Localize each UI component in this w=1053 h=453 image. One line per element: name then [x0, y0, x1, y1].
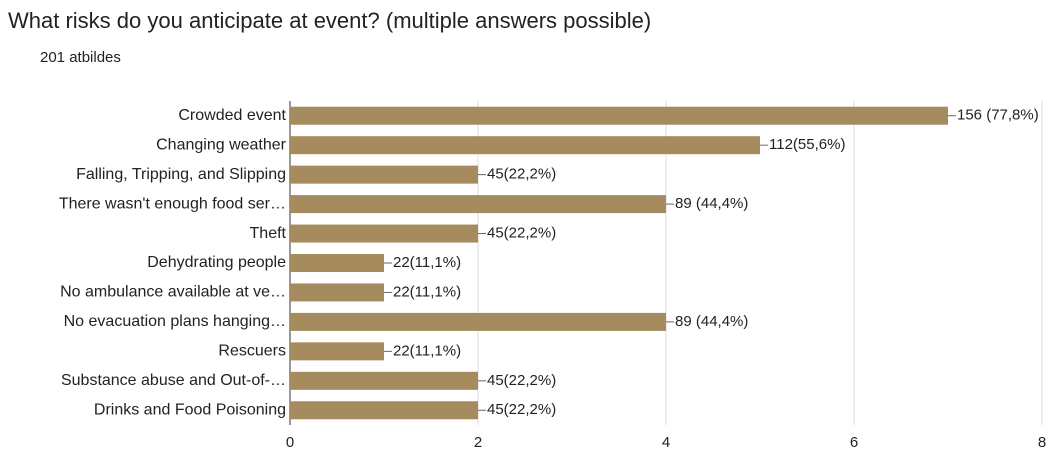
data-label: 45(22,2%) [487, 166, 556, 183]
bar [290, 342, 384, 361]
x-tick-label: 6 [850, 434, 858, 451]
x-tick-label: 4 [662, 434, 670, 451]
data-label: 22(11,1%) [393, 342, 461, 359]
y-tick-label: No ambulance available at ve… [60, 284, 286, 301]
data-label: 22(11,1%) [393, 254, 461, 271]
x-tick-label: 0 [286, 434, 294, 451]
bar [290, 224, 478, 243]
data-label: 156 (77,8%) [957, 107, 1039, 124]
y-tick-label: Drinks and Food Poisoning [94, 401, 286, 418]
data-label: 45(22,2%) [487, 401, 556, 418]
y-tick-label: Falling, Tripping, and Slipping [76, 166, 286, 183]
bar [290, 106, 948, 125]
bar [290, 136, 760, 155]
y-tick-label: Substance abuse and Out-of-… [61, 372, 286, 389]
y-tick-label: Changing weather [156, 136, 287, 153]
y-tick-label: Crowded event [178, 107, 286, 124]
bar [290, 312, 666, 331]
x-tick-label: 8 [1038, 434, 1046, 451]
data-label: 89 (44,4%) [675, 195, 748, 212]
bar [290, 401, 478, 420]
chart-subtitle: 201 atbildes [40, 49, 121, 66]
data-label: 45(22,2%) [487, 225, 556, 242]
y-tick-label: Theft [250, 225, 287, 242]
bar [290, 283, 384, 302]
bar [290, 254, 384, 272]
bar [290, 195, 666, 214]
y-tick-label: There wasn't enough food ser… [59, 195, 286, 212]
y-tick-label: No evacuation plans hanging… [64, 313, 286, 330]
x-tick-label: 2 [474, 434, 482, 451]
bar [290, 371, 478, 390]
chart-title: What risks do you anticipate at event? (… [8, 8, 651, 33]
bar [290, 165, 478, 184]
data-label: 112(55,6%) [769, 136, 845, 153]
data-label: 45(22,2%) [487, 372, 556, 389]
data-label: 22(11,1%) [393, 283, 461, 300]
data-label: 89 (44,4%) [675, 313, 748, 330]
y-tick-label: Rescuers [218, 343, 286, 360]
y-tick-label: Dehydrating people [147, 254, 286, 271]
